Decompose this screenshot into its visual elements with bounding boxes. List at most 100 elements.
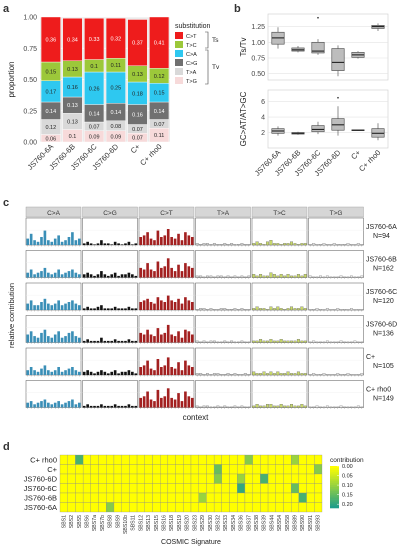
context-bar — [325, 405, 329, 408]
context-bar — [124, 308, 127, 310]
context-bar — [36, 241, 40, 245]
context-bar — [77, 402, 81, 408]
context-bar — [173, 238, 177, 245]
context-bar — [74, 240, 78, 245]
heatmap-cell — [198, 454, 207, 465]
context-bar — [230, 406, 234, 408]
heatmap-cell — [221, 454, 230, 465]
context-bar — [149, 269, 153, 278]
context-bar — [184, 263, 187, 278]
data-label: 0.07 — [89, 124, 100, 130]
context-bar — [240, 308, 244, 311]
box — [311, 41, 325, 54]
panel-letter-a: a — [3, 3, 10, 15]
context-bar — [89, 371, 93, 375]
heatmap-cell — [267, 502, 276, 513]
heatmap-cell — [175, 464, 184, 475]
context-bar — [139, 397, 143, 408]
context-bar — [265, 373, 269, 376]
context-bar — [117, 340, 120, 343]
heatmap-cell — [198, 502, 207, 513]
context-bar — [166, 357, 170, 375]
data-label: 0.11 — [111, 63, 121, 69]
context-bar — [212, 373, 216, 376]
context-bar — [177, 264, 180, 278]
context-bar — [184, 329, 187, 343]
context-bar — [50, 371, 54, 375]
heatmap-cell — [106, 454, 115, 465]
legend-entry: T>G — [186, 79, 197, 85]
context-bar — [127, 339, 131, 343]
context-bar — [329, 276, 333, 278]
context-bar — [67, 368, 71, 375]
context-bar — [124, 274, 127, 278]
context-bar — [336, 276, 340, 278]
heatmap-cell — [113, 483, 122, 494]
context-bar — [36, 337, 40, 343]
heatmap-column-label: SBS20 — [185, 515, 191, 531]
context-bar — [262, 308, 266, 311]
context-bar — [240, 405, 244, 408]
heatmap-cell — [121, 483, 130, 494]
context-bar — [89, 243, 93, 245]
context-bar — [71, 367, 74, 375]
heatmap-cell — [306, 502, 315, 513]
heatmap-cell — [283, 502, 292, 513]
context-bar — [163, 365, 167, 375]
heatmap-cell — [167, 464, 176, 475]
context-bar — [262, 405, 266, 408]
panel-a-stacked-bar-chart: 0.00 0.25 0.50 0.75 1.00 proportion 0.06 0.12 0.… — [7, 15, 220, 173]
context-bar — [82, 243, 86, 245]
heatmap-cell — [113, 502, 122, 513]
heatmap-cell — [175, 483, 184, 494]
context-bar — [360, 341, 364, 343]
context-bar — [269, 404, 273, 408]
heatmap-cell — [221, 492, 230, 503]
heatmap-cell — [291, 483, 300, 494]
facet-panel — [251, 380, 308, 408]
context-bar — [134, 340, 138, 343]
heatmap-cell — [175, 492, 184, 503]
heatmap-column-label: SBS29 — [200, 515, 206, 531]
legend-gradient-step — [330, 468, 339, 471]
heatmap-cell — [82, 454, 91, 465]
context-bar — [286, 371, 290, 376]
context-bar — [195, 309, 199, 311]
context-bar — [26, 334, 30, 343]
context-bar — [262, 275, 266, 278]
context-bar — [71, 269, 74, 278]
legend-gradient-step — [330, 484, 339, 488]
heatmap-cell — [183, 473, 192, 484]
facet-panel — [82, 282, 138, 311]
context-bar — [272, 405, 276, 408]
heatmap-cell — [152, 502, 161, 513]
context-bar — [195, 405, 199, 408]
context-bar — [86, 370, 89, 375]
heatmap-row-label: JS760-6C — [24, 484, 58, 493]
context-bar — [117, 405, 120, 408]
context-bar — [195, 275, 199, 278]
heatmap-cell — [106, 464, 115, 475]
context-bar — [272, 243, 276, 246]
context-bar — [184, 297, 187, 310]
context-bar — [209, 374, 213, 376]
legend-tick-label: 0.00 — [342, 464, 353, 470]
context-bar — [243, 373, 247, 376]
context-bar — [29, 367, 33, 375]
box — [311, 125, 325, 133]
context-bar — [339, 309, 343, 311]
context-bar — [329, 244, 333, 246]
context-bar — [199, 244, 203, 246]
heatmap-cell — [136, 492, 145, 503]
heatmap-cell — [237, 454, 246, 465]
context-bar — [325, 244, 329, 246]
context-bar — [43, 267, 47, 278]
context-bar — [343, 406, 347, 408]
y-axis-title: relative contribution — [7, 283, 16, 348]
context-bar — [124, 340, 127, 343]
context-bar — [139, 302, 143, 310]
facet-header — [251, 206, 308, 218]
context-bar — [170, 397, 173, 408]
context-bar — [139, 367, 143, 375]
x-axis-title: COSMIC Signature — [161, 539, 221, 546]
